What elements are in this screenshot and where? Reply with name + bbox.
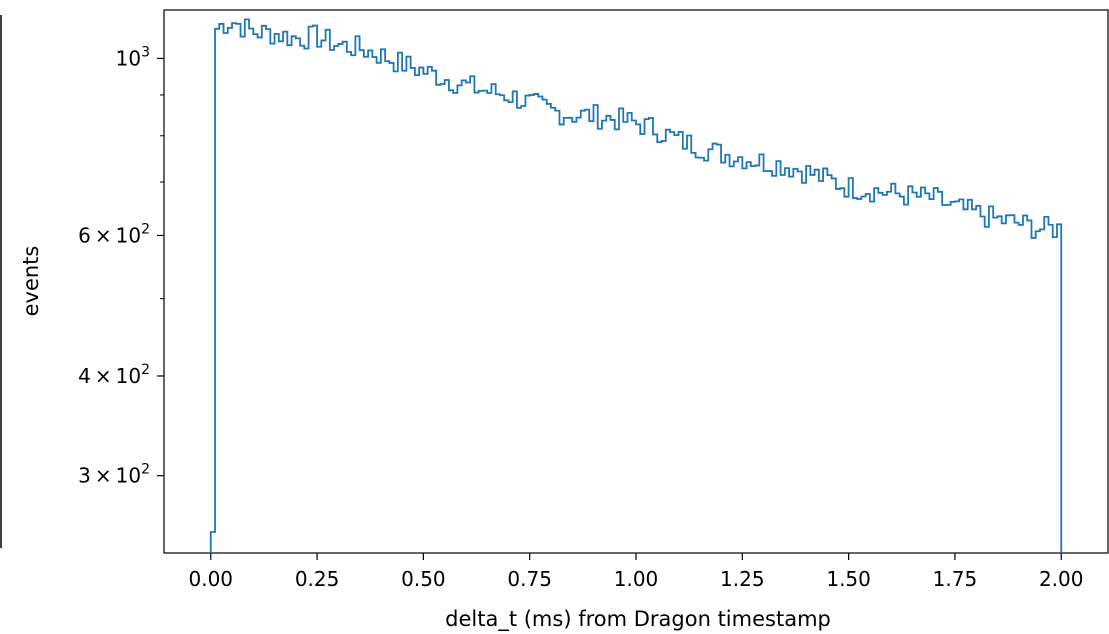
x-tick-label: 1.50 (826, 567, 871, 591)
x-axis: 0.00 0.25 0.50 0.75 1.00 1.25 1.50 1.75 2.00 (189, 553, 1084, 591)
x-tick-label: 0.50 (401, 567, 446, 591)
plot-area (163, 9, 1109, 554)
y-tick-label: 4 × 102 (78, 362, 150, 388)
x-tick-label: 0.00 (189, 567, 234, 591)
y-axis-label: events (19, 246, 43, 317)
y-tick-label: 6 × 102 (78, 221, 150, 247)
y-tick-label: 103 (116, 44, 150, 70)
x-axis-label: delta_t (ms) from Dragon timestamp (445, 607, 831, 632)
x-tick-label: 0.25 (295, 567, 340, 591)
x-tick-label: 1.75 (933, 567, 978, 591)
x-tick-label: 0.75 (507, 567, 552, 591)
y-tick-label: 3 × 102 (78, 462, 150, 488)
histogram-series-line (209, 18, 1063, 553)
x-tick-label: 2.00 (1039, 567, 1084, 591)
x-tick-label: 1.00 (614, 567, 659, 591)
x-tick-label: 1.25 (720, 567, 765, 591)
plot-frame (163, 9, 1109, 554)
y-axis: 103 6 × 102 4 × 102 3 × 102 (78, 44, 164, 488)
